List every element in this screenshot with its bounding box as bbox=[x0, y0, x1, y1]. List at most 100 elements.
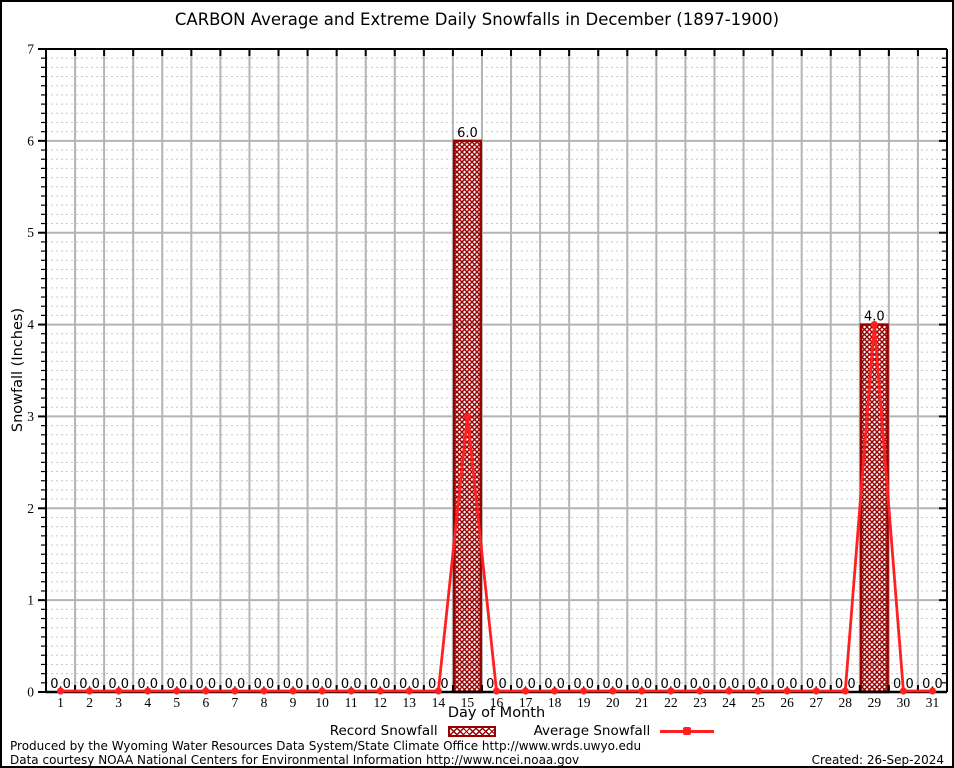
point-marker bbox=[56, 687, 65, 695]
x-tick-label: 18 bbox=[548, 695, 562, 710]
legend-record-label: Record Snowfall bbox=[329, 723, 438, 739]
point-marker bbox=[609, 687, 617, 695]
x-tick-label: 7 bbox=[232, 695, 239, 710]
x-tick-label: 27 bbox=[809, 695, 823, 710]
x-tick-label: 4 bbox=[144, 695, 151, 710]
value-label: 0.0 bbox=[748, 677, 769, 692]
point-marker bbox=[115, 687, 123, 695]
value-label: 0.0 bbox=[50, 677, 71, 692]
record-bar bbox=[859, 323, 889, 694]
point-marker bbox=[551, 687, 559, 695]
x-tick-label: 25 bbox=[751, 695, 765, 710]
value-label: 0.0 bbox=[79, 677, 100, 692]
x-tick-label: 8 bbox=[261, 695, 268, 710]
value-label: 0.0 bbox=[515, 677, 536, 692]
x-tick-label: 1 bbox=[57, 695, 64, 710]
value-label: 0.0 bbox=[283, 677, 304, 692]
value-label: 0.0 bbox=[108, 677, 129, 692]
point-marker bbox=[144, 687, 152, 695]
point-marker bbox=[899, 687, 908, 695]
value-label: 0.0 bbox=[137, 677, 158, 692]
point-marker bbox=[870, 320, 878, 329]
point-marker bbox=[434, 687, 442, 695]
x-tick-label: 28 bbox=[839, 695, 853, 710]
value-label: 0.0 bbox=[166, 677, 187, 692]
x-tick-label: 20 bbox=[606, 695, 620, 710]
x-tick-label: 23 bbox=[693, 695, 707, 710]
value-label: 0.0 bbox=[196, 677, 217, 692]
x-tick-label: 14 bbox=[432, 695, 446, 710]
x-tick-label: 15 bbox=[461, 695, 475, 710]
value-label: 0.0 bbox=[602, 677, 623, 692]
point-marker bbox=[841, 687, 849, 695]
y-tick-label: 4 bbox=[27, 317, 34, 332]
value-label: 0.0 bbox=[631, 677, 652, 692]
point-marker bbox=[754, 687, 762, 695]
value-label: 0.0 bbox=[922, 677, 943, 692]
y-tick-label: 6 bbox=[27, 133, 34, 148]
value-label: 0.0 bbox=[399, 677, 420, 692]
point-marker bbox=[289, 687, 297, 695]
x-axis-title: Day of Month bbox=[447, 705, 546, 721]
point-marker bbox=[667, 687, 675, 695]
value-label: 0.0 bbox=[806, 677, 827, 692]
value-label: 0.0 bbox=[777, 677, 798, 692]
value-label: 0.0 bbox=[225, 677, 246, 692]
y-tick-label: 3 bbox=[27, 409, 34, 424]
point-marker bbox=[405, 687, 413, 695]
point-marker bbox=[492, 687, 501, 695]
x-tick-label: 9 bbox=[290, 695, 297, 710]
y-tick-label: 0 bbox=[27, 685, 34, 700]
value-label: 6.0 bbox=[457, 126, 478, 141]
legend-average-marker-icon bbox=[683, 727, 692, 735]
value-label: 0.0 bbox=[661, 677, 682, 692]
point-marker bbox=[521, 687, 530, 695]
point-marker bbox=[638, 687, 646, 695]
x-tick-label: 22 bbox=[664, 695, 678, 710]
legend-average-label: Average Snowfall bbox=[533, 723, 651, 739]
point-marker bbox=[260, 687, 268, 695]
value-label: 0.0 bbox=[370, 677, 391, 692]
point-marker bbox=[173, 687, 181, 695]
point-marker bbox=[580, 687, 588, 695]
legend: Record Snowfall Average Snowfall bbox=[47, 723, 952, 739]
point-marker bbox=[231, 687, 239, 695]
value-label: 0.0 bbox=[254, 677, 275, 692]
x-tick-label: 21 bbox=[635, 695, 649, 710]
x-tick-label: 26 bbox=[780, 695, 794, 710]
y-tick-label: 7 bbox=[27, 42, 34, 57]
x-tick-label: 30 bbox=[897, 695, 911, 710]
value-label: 0.0 bbox=[719, 677, 740, 692]
value-label: 0.0 bbox=[690, 677, 711, 692]
footer-produced-by: Produced by the Wyoming Water Resources … bbox=[10, 739, 642, 753]
point-marker bbox=[318, 687, 326, 695]
x-tick-label: 19 bbox=[577, 695, 591, 710]
point-marker bbox=[928, 687, 937, 695]
x-tick-label: 16 bbox=[490, 695, 504, 710]
y-axis-title: Snowfall (Inches) bbox=[10, 307, 26, 433]
x-tick-label: 10 bbox=[315, 695, 329, 710]
value-label: 0.0 bbox=[341, 677, 362, 692]
point-marker bbox=[812, 687, 820, 695]
x-tick-label: 11 bbox=[345, 695, 358, 710]
x-tick-label: 2 bbox=[86, 695, 93, 710]
y-tick-label: 5 bbox=[27, 225, 34, 240]
legend-average-swatch bbox=[660, 727, 715, 735]
value-label: 4.0 bbox=[864, 310, 885, 325]
chart-title: CARBON Average and Extreme Daily Snowfal… bbox=[174, 10, 780, 29]
x-tick-label: 5 bbox=[173, 695, 180, 710]
footer-created-date: Created: 26-Sep-2024 bbox=[811, 753, 944, 767]
value-label: 0.0 bbox=[312, 677, 333, 692]
x-tick-label: 29 bbox=[868, 695, 882, 710]
point-marker bbox=[85, 687, 94, 695]
point-marker bbox=[725, 687, 733, 695]
x-tick-label: 3 bbox=[115, 695, 122, 710]
value-label: 0.0 bbox=[544, 677, 565, 692]
point-marker bbox=[376, 687, 384, 695]
point-marker bbox=[202, 687, 210, 695]
point-marker bbox=[347, 687, 355, 695]
x-tick-label: 31 bbox=[926, 695, 940, 710]
footer-data-courtesy: Data courtesy NOAA National Centers for … bbox=[10, 753, 580, 767]
